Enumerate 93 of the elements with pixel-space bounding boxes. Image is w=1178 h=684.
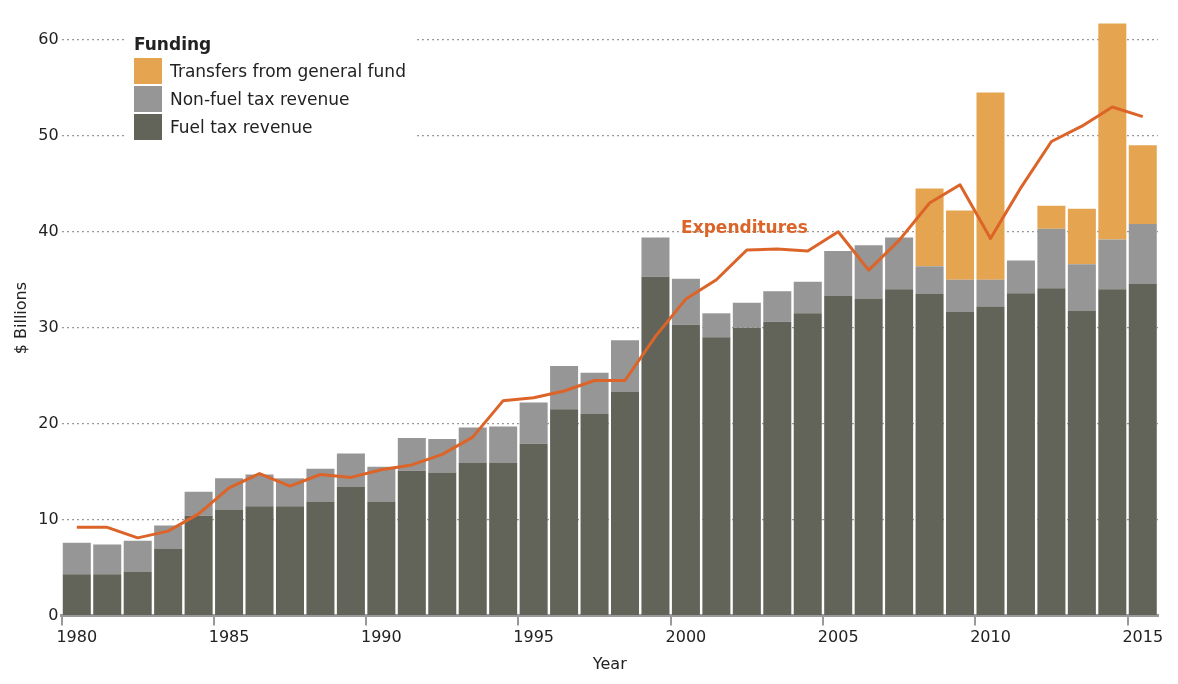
bar [580, 414, 609, 615]
bar [793, 313, 822, 615]
bar [824, 250, 853, 297]
bar [93, 574, 122, 615]
bar [976, 279, 1005, 307]
legend-label: Non-fuel tax revenue [170, 89, 350, 109]
series-label: Expenditures [681, 216, 808, 237]
bar [763, 321, 792, 615]
bar [428, 472, 457, 615]
x-axis-title: Year [591, 653, 628, 673]
bar [824, 296, 853, 615]
bar [885, 237, 914, 290]
bar [367, 466, 396, 502]
x-tick-label: 1995 [513, 627, 554, 647]
legend-title: Funding [134, 34, 213, 54]
bar [245, 506, 274, 615]
bar [915, 294, 944, 615]
bar [793, 281, 822, 314]
bar [854, 245, 883, 299]
bar [1037, 205, 1066, 229]
x-tick-label: 2015 [1122, 627, 1164, 647]
bar [1037, 288, 1066, 615]
x-tick-label: 1985 [208, 627, 250, 647]
bar [519, 443, 548, 615]
y-tick-label: 40 [38, 220, 59, 240]
bar [550, 366, 579, 410]
bar [732, 327, 761, 615]
bar [915, 266, 944, 295]
bar [489, 426, 518, 464]
bar [946, 311, 975, 615]
bar [1098, 289, 1127, 615]
y-tick-label: 0 [48, 604, 59, 624]
y-tick-label: 20 [38, 412, 59, 432]
bar [611, 340, 640, 392]
bar [458, 427, 487, 464]
bar [184, 515, 213, 615]
legend-label: Transfers from general fund [170, 61, 406, 81]
bar [1067, 264, 1096, 311]
bar [306, 501, 335, 615]
bar [1098, 239, 1127, 290]
bar [1006, 260, 1035, 294]
bar [275, 506, 304, 615]
y-axis-title: $ Billions [10, 281, 30, 355]
x-tick-label: 2000 [665, 627, 707, 647]
y-tick-label: 30 [38, 316, 59, 336]
bar [611, 392, 640, 615]
x-tick-label: 1980 [56, 627, 98, 647]
bar [641, 237, 670, 277]
bar [62, 542, 91, 575]
legend-label: Fuel tax revenue [170, 117, 313, 137]
bar [458, 463, 487, 615]
bar [946, 210, 975, 280]
bar [671, 278, 700, 325]
bar [397, 470, 426, 615]
bar [763, 291, 792, 322]
y-tick-label: 60 [38, 28, 59, 48]
bar [336, 453, 365, 487]
x-tick-label: 2005 [817, 627, 859, 647]
bar [915, 188, 944, 267]
bar [1098, 23, 1127, 240]
bar [215, 510, 244, 615]
bar [641, 276, 670, 615]
bar [854, 298, 883, 615]
bar [123, 540, 152, 572]
bar [62, 574, 91, 615]
bar [1067, 310, 1096, 615]
x-tick-label: 2010 [970, 627, 1011, 647]
bar [1128, 145, 1157, 225]
bar [885, 289, 914, 615]
bar [976, 306, 1005, 615]
bar [671, 324, 700, 615]
bar [245, 474, 274, 507]
bar [702, 337, 731, 615]
bar [93, 544, 122, 575]
bar [550, 409, 579, 615]
y-tick-label: 10 [38, 508, 59, 528]
bar [976, 92, 1005, 280]
bar [702, 313, 731, 338]
bar [367, 501, 396, 615]
bar [946, 279, 975, 312]
bar [580, 372, 609, 415]
bar [489, 463, 518, 615]
bar [154, 548, 183, 615]
bar [1128, 283, 1157, 615]
x-tick-label: 1990 [361, 627, 402, 647]
bar [1037, 228, 1066, 289]
bar [1067, 208, 1096, 265]
bar [397, 438, 426, 471]
y-tick-label: 50 [38, 124, 59, 144]
bar [428, 439, 457, 473]
bar [123, 571, 152, 615]
bar [336, 487, 365, 615]
bar [1006, 293, 1035, 615]
